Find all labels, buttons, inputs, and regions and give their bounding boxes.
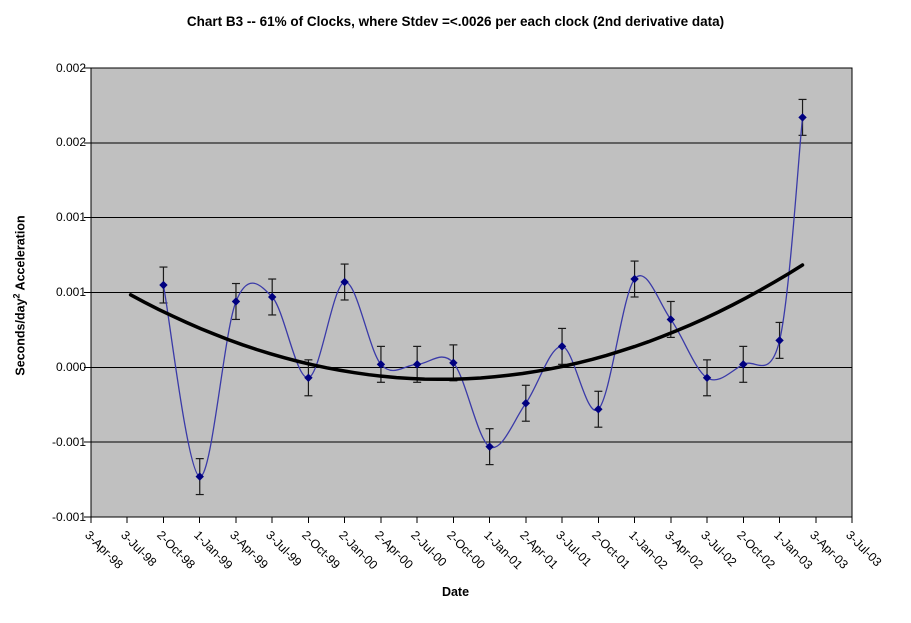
data-point-marker <box>485 442 494 451</box>
y-tick-label: -0.001 <box>51 509 86 524</box>
data-point-marker <box>775 336 784 345</box>
data-point-marker <box>267 292 277 302</box>
data-point-marker <box>304 373 313 383</box>
data-point-marker <box>630 274 639 284</box>
chart-title: Chart B3 -- 61% of Clocks, where Stdev =… <box>186 14 725 29</box>
data-point-marker <box>702 373 712 383</box>
y-tick-label: -0.001 <box>51 434 86 449</box>
data-point-marker <box>195 472 204 481</box>
data-point-marker <box>557 342 567 351</box>
trendline <box>128 263 805 382</box>
data-point-marker <box>376 360 386 369</box>
data-point-marker <box>798 113 807 122</box>
y-tick-label: 0.002 <box>55 60 86 75</box>
data-point-marker <box>231 297 241 306</box>
data-point-marker <box>340 277 349 287</box>
data-point-marker <box>159 280 168 290</box>
y-tick-label: 0.000 <box>55 359 86 374</box>
data-point-marker <box>594 405 603 414</box>
y-tick-label: 0.001 <box>55 210 86 225</box>
data-point-marker <box>412 360 422 369</box>
y-tick-label: 0.001 <box>55 285 86 299</box>
data-point-marker <box>666 315 676 324</box>
x-axis-title: Date <box>441 585 470 599</box>
data-point-marker <box>521 399 531 408</box>
y-tick-label: 0.002 <box>55 135 86 150</box>
data-point-marker <box>449 358 458 368</box>
data-point-marker <box>739 360 748 369</box>
